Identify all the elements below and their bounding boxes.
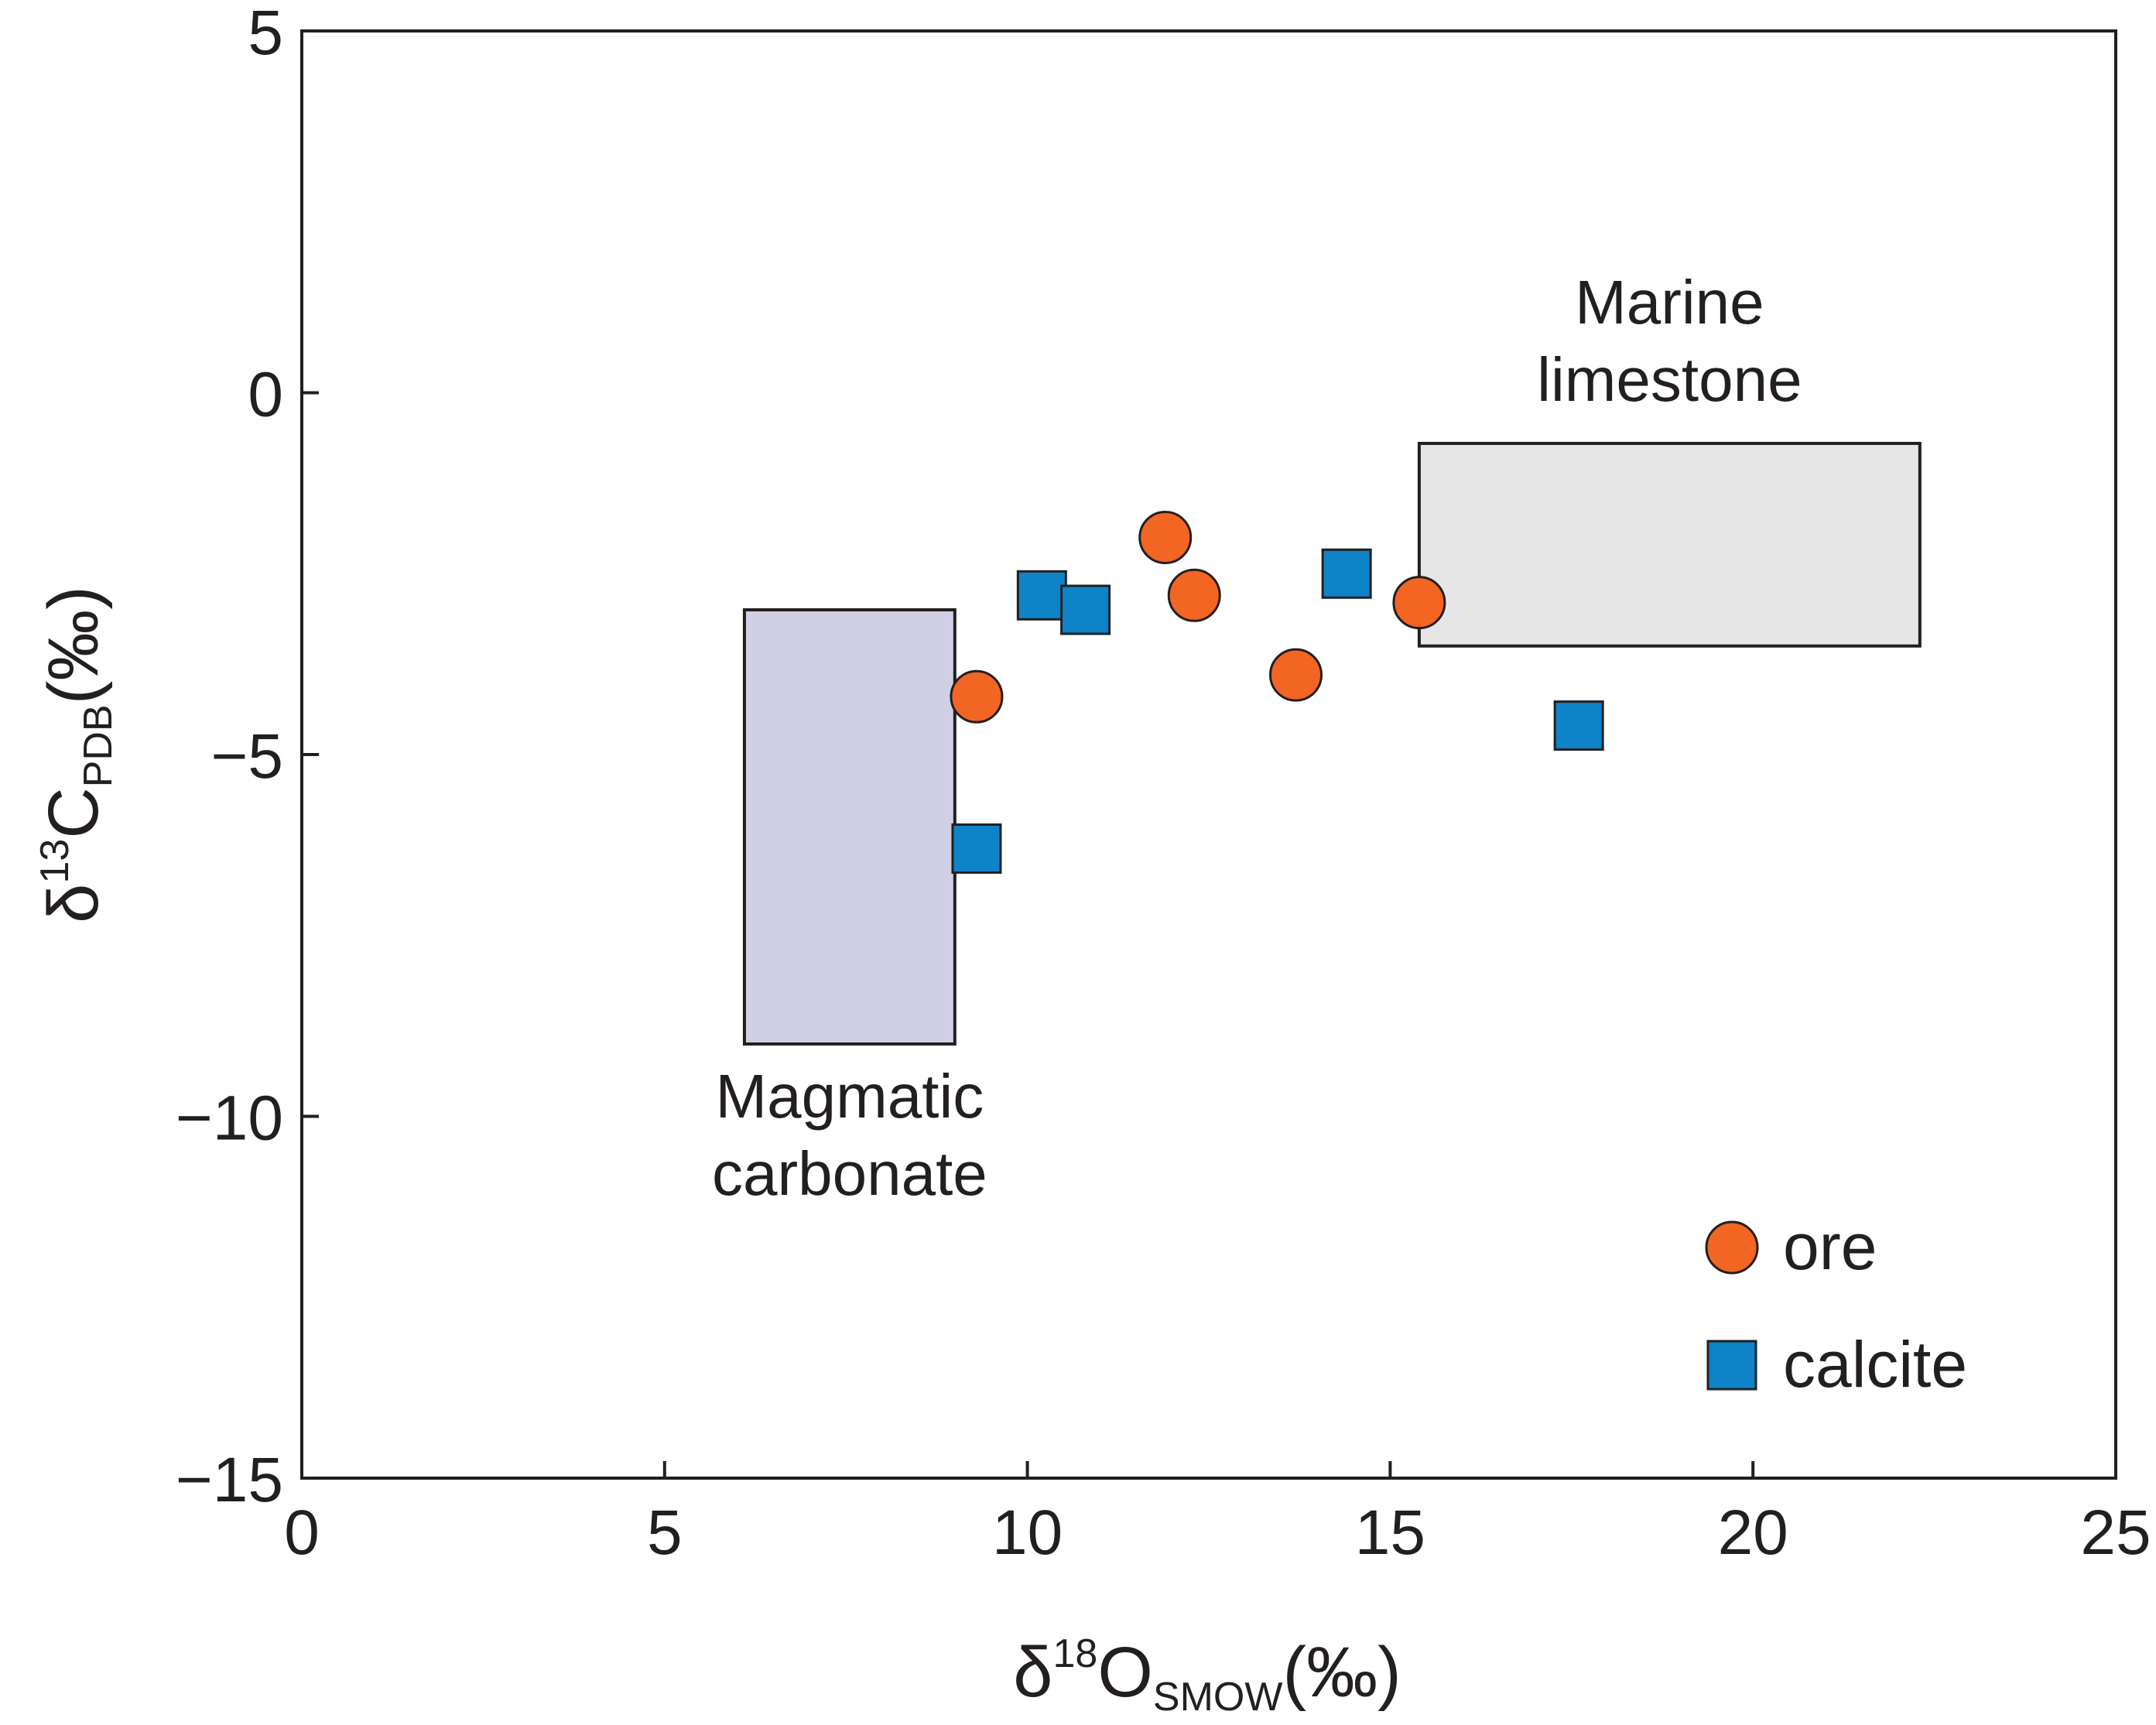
region-label-marine-limestone-0: Marine: [1575, 268, 1764, 337]
ore-point-1: [1138, 511, 1193, 564]
legend-label-calcite: calcite: [1783, 1328, 1967, 1401]
legend-label-ore: ore: [1783, 1210, 1877, 1283]
calcite-point-2: [951, 823, 1002, 874]
y-axis-main: C: [34, 787, 113, 838]
x-axis-title: δ18OSMOW(‰): [1013, 1631, 1401, 1720]
y-tick-label-0: 0: [248, 360, 283, 430]
y-axis-unit: (‰): [34, 586, 113, 704]
x-axis-main: O: [1097, 1633, 1153, 1712]
y-tick-label--10: −10: [176, 1083, 283, 1154]
x-axis-subscript: SMOW: [1153, 1675, 1283, 1720]
calcite-point-3: [1321, 548, 1372, 599]
x-tick-label-0: 0: [284, 1497, 320, 1568]
x-tick-label-10: 10: [992, 1497, 1063, 1568]
region-layer: Magmatic carbonate Marine limestone: [712, 268, 1922, 1208]
y-tick-label-5: 5: [248, 0, 283, 68]
calcite-point-1: [1060, 584, 1111, 635]
calcite-point-4: [1553, 700, 1604, 751]
x-axis-symbol: δ: [1013, 1633, 1052, 1712]
ore-point-4: [1392, 576, 1446, 630]
x-tick-label-5: 5: [647, 1497, 683, 1568]
x-tick-label-25: 25: [2080, 1497, 2151, 1568]
ore-point-3: [1269, 648, 1323, 702]
region-label-marine-limestone-1: limestone: [1537, 345, 1802, 414]
x-tick-label-20: 20: [1718, 1497, 1788, 1568]
region-magmatic-carbonate: [742, 608, 957, 1046]
legend: ore calcite: [1705, 1210, 1967, 1401]
point-layer: [950, 511, 1604, 874]
x-axis-superscript: 18: [1053, 1631, 1098, 1676]
y-axis-title: δ13CPDB(‰): [33, 586, 121, 923]
region-label-magmatic-carbonate-0: Magmatic: [716, 1062, 984, 1131]
tick-layer: 0 5 10 15 20 25 5 0 −5 −10 −15: [176, 0, 2151, 1568]
x-tick-label-15: 15: [1355, 1497, 1425, 1568]
y-axis-superscript: 13: [33, 839, 77, 884]
legend-marker-ore: [1705, 1220, 1759, 1275]
ore-point-2: [1167, 568, 1221, 622]
region-label-magmatic-carbonate-1: carbonate: [712, 1139, 987, 1208]
y-tick-label--5: −5: [211, 721, 284, 792]
y-axis-symbol: δ: [34, 884, 113, 923]
legend-marker-calcite: [1706, 1340, 1757, 1391]
region-marine-limestone: [1417, 441, 1922, 648]
x-axis-unit: (‰): [1282, 1633, 1401, 1712]
y-tick-label--15: −15: [176, 1445, 283, 1515]
y-axis-subscript: PDB: [76, 704, 121, 787]
ore-point-0: [950, 669, 1004, 724]
calcite-point-0: [1016, 570, 1067, 621]
